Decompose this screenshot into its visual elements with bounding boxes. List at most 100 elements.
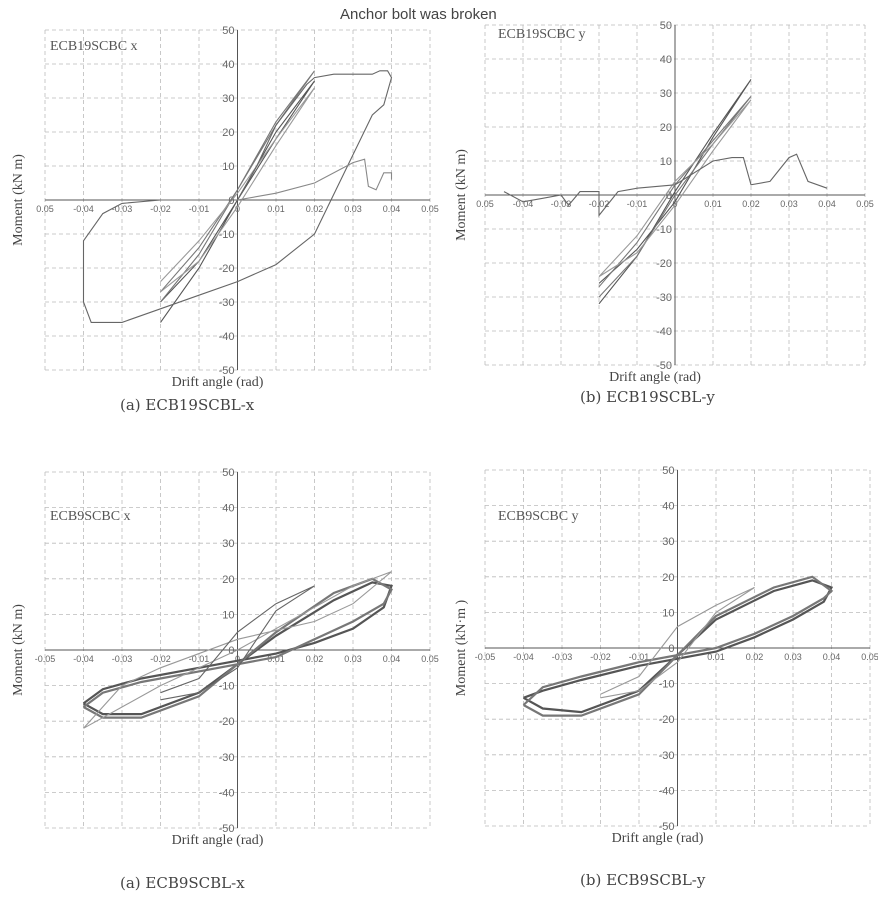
y-tick-label: 40 xyxy=(660,54,672,66)
y-axis-label: Moment (kN m) xyxy=(11,604,26,696)
x-tick-label: -0.02 xyxy=(150,654,171,664)
y-tick-label: -40 xyxy=(656,326,672,338)
x-tick-label: 0.02 xyxy=(306,654,324,664)
series-line-3 xyxy=(160,87,315,293)
y-tick-label: -30 xyxy=(659,750,675,762)
y-tick-label: 40 xyxy=(662,501,674,513)
y-tick-label: -20 xyxy=(219,263,235,275)
x-tick-label: -0.03 xyxy=(551,199,572,209)
x-tick-label: 0.04 xyxy=(823,652,841,662)
x-tick-label: 0.03 xyxy=(344,654,362,664)
y-tick-label: 30 xyxy=(222,93,234,105)
x-tick-label: 0.05 xyxy=(856,199,874,209)
y-tick-label: 10 xyxy=(662,607,674,619)
y-tick-label: 40 xyxy=(222,59,234,71)
y-tick-label: 40 xyxy=(222,503,234,515)
x-tick-label: 0.03 xyxy=(344,204,362,214)
y-tick-label: -40 xyxy=(219,331,235,343)
y-tick-label: 30 xyxy=(660,88,672,100)
x-tick-label: 0.03 xyxy=(780,199,798,209)
x-tick-label: 0.01 xyxy=(267,654,285,664)
y-tick-label: -50 xyxy=(656,360,672,372)
y-tick-label: -30 xyxy=(219,297,235,309)
y-tick-label: 10 xyxy=(222,161,234,173)
series-line-4 xyxy=(82,70,393,323)
y-tick-label: 20 xyxy=(660,122,672,134)
series-line-1 xyxy=(160,80,315,323)
chart-panel-2: 0.05 -0.04 -0.03 -0.02 -0.01 0 0.01 0.02 0.03 0.0… xyxy=(454,20,874,406)
y-tick-label: -20 xyxy=(659,714,675,726)
y-tick-label: -10 xyxy=(219,229,235,241)
y-tick-label: -20 xyxy=(219,716,235,728)
y-tick-label: 0 xyxy=(668,643,674,655)
x-tick-label: -0.04 xyxy=(73,204,94,214)
series-line-5 xyxy=(237,158,393,201)
series-line-1 xyxy=(598,79,752,305)
y-tick-label: 0 xyxy=(666,190,672,202)
x-tick-label: 0 xyxy=(235,204,240,214)
y-tick-label: -10 xyxy=(659,679,675,691)
y-axis-label: Moment (kN m) xyxy=(454,149,469,241)
series-line-3 xyxy=(600,587,755,699)
x-tick-label: 0.05 xyxy=(421,204,439,214)
x-tick-label: -0.03 xyxy=(112,654,133,664)
x-tick-label: 0.05 xyxy=(861,652,878,662)
x-tick-label: 0 xyxy=(672,199,677,209)
series-label: ECB19SCBC x xyxy=(50,39,138,54)
chart-caption: (b) ECB9SCBL-y xyxy=(580,871,706,889)
series-line-4 xyxy=(503,153,828,217)
y-tick-label: 30 xyxy=(662,536,674,548)
series-label: ECB9SCBC x xyxy=(50,509,131,524)
x-tick-label: 0.01 xyxy=(707,652,725,662)
chart-panel-4: -0.05 -0.04 -0.03 -0.02 -0.01 0 0.01 0.02 0.03 0.… xyxy=(454,465,878,889)
y-tick-label: -30 xyxy=(656,292,672,304)
y-tick-label: -50 xyxy=(659,821,675,833)
x-tick-label: -0.01 xyxy=(627,199,648,209)
x-axis-label: Drift angle (rad) xyxy=(172,833,264,848)
x-tick-label: -0.04 xyxy=(513,652,534,662)
x-tick-label: 0.04 xyxy=(383,654,401,664)
y-axis-label: Moment (kN·m ) xyxy=(454,599,469,696)
y-tick-label: 50 xyxy=(662,465,674,477)
x-tick-label: 0.01 xyxy=(704,199,722,209)
y-tick-label: 20 xyxy=(222,127,234,139)
x-tick-label: -0.04 xyxy=(73,654,94,664)
chart-caption: (a) ECB19SCBL-x xyxy=(120,396,255,414)
x-tick-label: -0.05 xyxy=(475,652,496,662)
series-label: ECB19SCBC y xyxy=(498,27,586,42)
x-tick-label: 0.04 xyxy=(818,199,836,209)
chart-panel-1: 0.05 -0.04 -0.03 -0.02 -0.01 0 0.01 0.02 0.03 0.0… xyxy=(11,25,439,414)
y-tick-label: 50 xyxy=(222,25,234,37)
series-line-3 xyxy=(83,571,392,729)
x-tick-label: 0.05 xyxy=(476,199,494,209)
y-tick-label: -50 xyxy=(219,823,235,835)
series-line-2 xyxy=(598,96,752,298)
series-line-2 xyxy=(160,70,315,303)
y-tick-label: 10 xyxy=(660,156,672,168)
y-tick-label: 30 xyxy=(222,538,234,550)
y-tick-label: 20 xyxy=(222,574,234,586)
x-tick-label: -0.01 xyxy=(189,204,210,214)
y-tick-label: -50 xyxy=(219,365,235,377)
series-line-2 xyxy=(522,575,834,717)
x-tick-label: 0 xyxy=(235,654,240,664)
y-tick-label: 10 xyxy=(222,609,234,621)
x-axis-label: Drift angle (rad) xyxy=(609,370,701,385)
x-tick-label: -0.01 xyxy=(629,652,650,662)
x-tick-label: 0.05 xyxy=(36,204,54,214)
x-tick-label: -0.03 xyxy=(552,652,573,662)
annotation-anchor-bolt: Anchor bolt was broken xyxy=(340,6,497,23)
x-tick-label: 0.02 xyxy=(742,199,760,209)
chart-panel-3: -0.05 -0.04 -0.03 -0.02 -0.01 0 0.01 0.02 0.03 0.… xyxy=(11,467,439,892)
x-tick-label: 0.04 xyxy=(383,204,401,214)
y-tick-label: -10 xyxy=(656,224,672,236)
chart-caption: (b) ECB19SCBL-y xyxy=(580,388,715,406)
y-tick-label: 20 xyxy=(662,572,674,584)
x-tick-label: -0.05 xyxy=(35,654,56,664)
x-tick-label: 0.01 xyxy=(267,204,285,214)
x-tick-label: 0.03 xyxy=(784,652,802,662)
x-tick-label: 0.02 xyxy=(746,652,764,662)
x-tick-label: -0.03 xyxy=(112,204,133,214)
x-tick-label: 0 xyxy=(675,652,680,662)
